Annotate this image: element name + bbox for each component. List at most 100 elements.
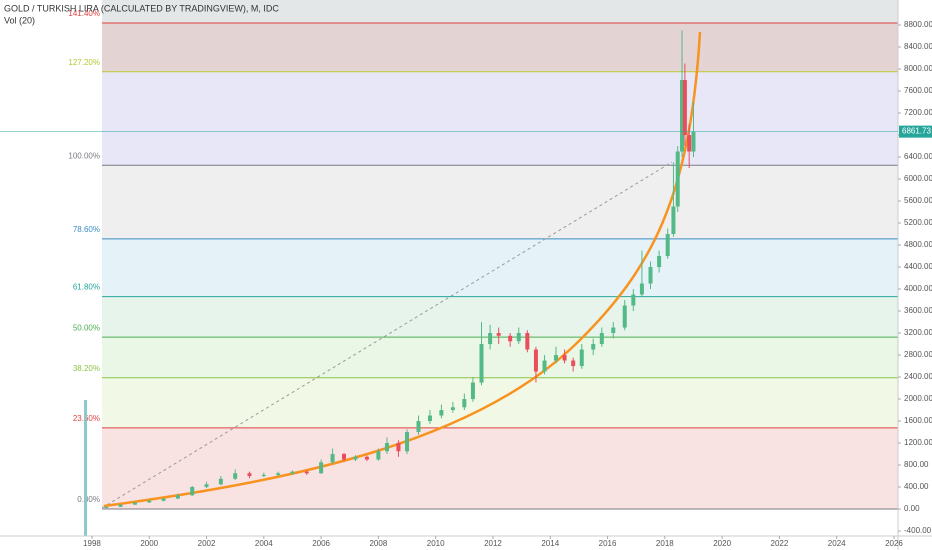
candle-body [462,399,467,408]
y-tick-label: -400.00 [904,526,932,535]
candle-body [450,407,455,411]
y-tick-label: 7200.00 [904,108,932,117]
fib-label: 78.60% [73,225,100,234]
x-tick-label: 1998 [83,539,101,548]
candle-body [247,473,252,477]
candle-body [611,327,616,334]
candle-body [218,478,223,485]
candle-body [691,131,696,152]
candle-body [118,504,123,507]
candle-body [591,344,596,350]
fib-band [101,337,898,378]
x-tick-label: 2022 [771,539,789,548]
candle-body [147,500,152,503]
candle-body [508,335,513,342]
fib-band [101,22,898,72]
volume-label: Vol (20) [4,15,35,25]
fib-label: 100.00% [68,151,100,160]
candle-body [276,473,281,475]
candle-body [427,415,432,422]
candle-body [376,451,381,460]
x-tick-label: 2006 [312,539,330,548]
y-tick-label: 8400.00 [904,42,932,51]
candle-body [330,454,335,463]
fib-band [101,0,898,23]
candle-body [290,471,295,474]
candle-body [204,484,209,488]
y-tick-label: 2400.00 [904,372,932,381]
candle-body [648,267,653,284]
x-tick-label: 2020 [713,539,731,548]
candle-body [687,135,692,152]
candle-body [161,498,166,501]
y-tick-label: 4000.00 [904,284,932,293]
fib-band [101,377,898,428]
fib-label: 127.20% [68,58,100,67]
candle-body [175,495,180,499]
candle-body [553,355,558,361]
candle-body [622,305,627,328]
y-tick-label: 400.00 [904,482,929,491]
fib-band [101,238,898,297]
candle-body [579,349,584,367]
y-tick-label: 800.00 [904,460,929,469]
candle-body [342,454,347,460]
candle-body [304,471,309,474]
candle-body [525,333,530,350]
y-tick-label: 6000.00 [904,174,932,183]
volume-bar [84,400,87,536]
fib-band [101,165,898,239]
x-tick-label: 2010 [427,539,445,548]
x-tick-label: 2012 [484,539,502,548]
x-tick-label: 2000 [140,539,158,548]
fib-band [101,427,898,510]
y-tick-label: 5200.00 [904,218,932,227]
current-price-label: 6861.73 [902,127,931,136]
candle-body [353,456,358,460]
y-tick-label: 4400.00 [904,262,932,271]
y-tick-label: 3200.00 [904,328,932,337]
candle-body [639,283,644,295]
candle-body [396,443,401,452]
candle-body [233,473,238,479]
candle-body [682,80,687,136]
fib-band [101,296,898,338]
candle-body [470,382,475,400]
fib-label: 61.80% [73,283,100,292]
x-tick-label: 2016 [599,539,617,548]
fib-label: 38.20% [73,364,100,373]
x-tick-label: 2026 [885,539,903,548]
candle-body [104,506,109,508]
current-price-box [899,125,932,138]
candle-body [439,410,444,416]
fib-label: 50.00% [73,323,100,332]
chart-title: GOLD / TURKISH LIRA (CALCULATED BY TRADI… [4,3,279,13]
candle-body [416,421,421,433]
candle-body [319,462,324,474]
y-tick-label: 2800.00 [904,350,932,359]
candle-body [190,487,195,496]
candle-body [384,443,389,452]
y-tick-label: 5600.00 [904,196,932,205]
candle-body [488,333,493,345]
candle-body [405,432,410,452]
x-tick-label: 2004 [255,539,273,548]
candle-body [562,355,567,361]
y-tick-label: 1200.00 [904,438,932,447]
candle-body [571,360,576,367]
candle-body [132,502,137,505]
y-tick-label: 4800.00 [904,240,932,249]
candle-body [516,333,521,342]
candle-body [671,206,676,235]
x-tick-label: 2014 [541,539,559,548]
candle-body [364,456,369,460]
candle-body [675,151,680,207]
y-tick-label: 0.00 [904,504,920,513]
y-tick-label: 3600.00 [904,306,932,315]
candle-body [479,344,484,383]
x-tick-label: 2002 [198,539,216,548]
x-tick-label: 2008 [369,539,387,548]
candle-body [599,333,604,345]
candle-body [542,360,547,372]
